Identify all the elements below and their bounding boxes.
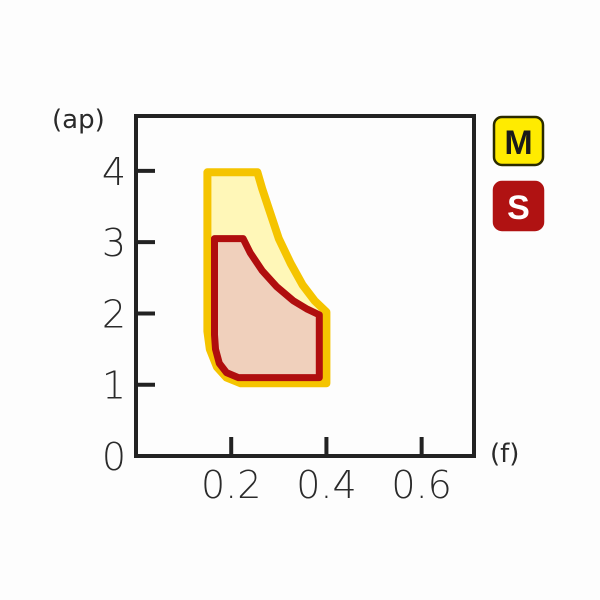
x-tick-label: 0.6 — [391, 463, 451, 507]
legend: MS — [492, 115, 545, 232]
legend-swatch — [492, 115, 545, 167]
legend-label: M — [504, 124, 532, 162]
plot-frame — [134, 114, 476, 458]
legend-label: S — [507, 189, 530, 227]
legend-item-s: S — [492, 180, 545, 232]
region-s — [211, 235, 323, 382]
y-axis-title: (ap) — [52, 105, 105, 135]
y-tick-label: 2 — [102, 292, 126, 336]
y-tick-label: 3 — [102, 221, 126, 265]
legend-item-m: M — [492, 115, 545, 167]
y-tick-label: 0 — [102, 435, 126, 479]
y-tick-label: 4 — [102, 150, 126, 194]
y-tick-label: 1 — [102, 364, 126, 408]
plot-areas — [203, 168, 331, 388]
legend-swatch — [492, 180, 545, 232]
x-tick-label: 0.2 — [201, 463, 261, 507]
axis-ticks: 0 1 2 3 4 0.2 0.4 0.6 — [102, 150, 452, 507]
x-axis-title: (f) — [490, 439, 519, 469]
x-tick-label: 0.4 — [296, 463, 356, 507]
